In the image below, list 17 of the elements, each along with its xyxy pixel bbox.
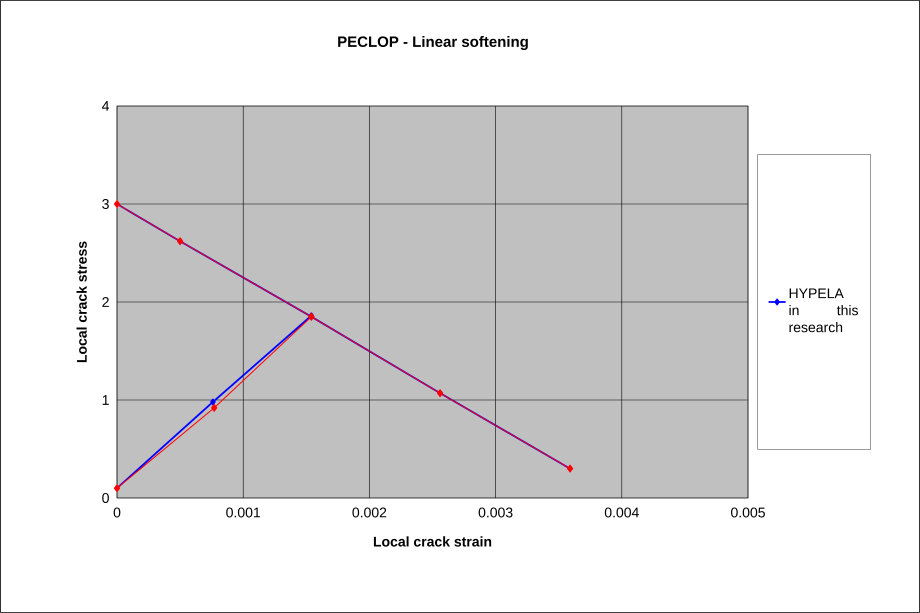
y-axis-title: Local crack stress (76, 242, 87, 362)
point (211, 404, 218, 412)
y-tick-label: 4 (102, 101, 110, 111)
x-tick-label: 0.003 (478, 508, 512, 518)
x-axis-title: Local crack strain (374, 536, 492, 547)
y-tick-label: 3 (102, 199, 109, 209)
point (210, 398, 216, 406)
chart-title: PECLOP - Linear softening (338, 36, 528, 50)
y-tick-label: 0 (102, 493, 109, 503)
y-tick-label: 2 (102, 297, 109, 307)
x-tick-label: 0.005 (731, 508, 765, 518)
x-tick-label: 0.001 (226, 508, 260, 518)
x-tick-label: 0.004 (604, 508, 639, 518)
x-tick-label: 0.002 (352, 508, 386, 518)
x-tick-label: 0 (114, 508, 120, 518)
legend-label: HYPELA in this research (789, 288, 858, 332)
y-tick-label: 1 (102, 395, 109, 405)
